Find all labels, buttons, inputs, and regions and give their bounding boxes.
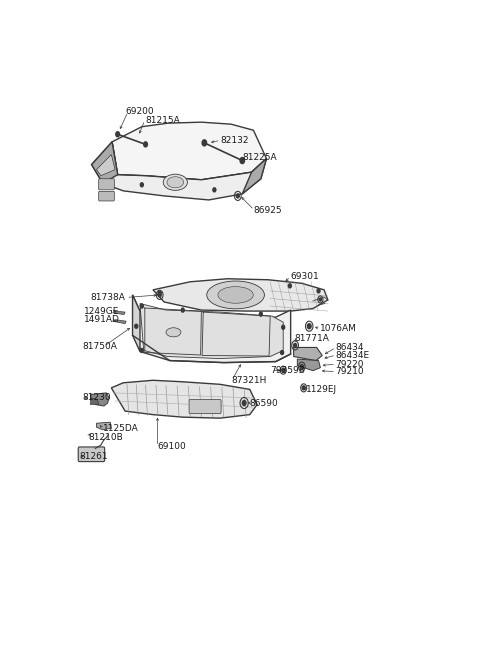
Text: 69301: 69301	[290, 272, 319, 281]
Circle shape	[135, 324, 138, 328]
Circle shape	[259, 312, 263, 316]
FancyBboxPatch shape	[99, 178, 114, 190]
Circle shape	[181, 308, 184, 312]
Circle shape	[282, 325, 285, 329]
Text: 87321H: 87321H	[231, 376, 266, 385]
Circle shape	[300, 365, 303, 369]
Polygon shape	[92, 142, 266, 200]
Circle shape	[288, 284, 291, 288]
Text: 1125DA: 1125DA	[103, 424, 139, 433]
Text: 81225A: 81225A	[242, 152, 277, 161]
Text: 86434E: 86434E	[335, 350, 370, 359]
Circle shape	[317, 289, 320, 293]
Text: 86590: 86590	[250, 398, 278, 407]
Text: 79220: 79220	[335, 359, 364, 369]
FancyBboxPatch shape	[189, 400, 221, 414]
Text: 86434: 86434	[335, 343, 364, 352]
Circle shape	[281, 350, 284, 354]
Circle shape	[319, 298, 322, 301]
Polygon shape	[115, 311, 125, 315]
Polygon shape	[91, 398, 99, 405]
Circle shape	[140, 304, 144, 308]
Ellipse shape	[167, 176, 184, 188]
Polygon shape	[96, 422, 111, 430]
Polygon shape	[140, 304, 283, 359]
Circle shape	[302, 386, 305, 390]
Circle shape	[213, 188, 216, 192]
Text: 79359B: 79359B	[270, 366, 305, 375]
Text: 81771A: 81771A	[294, 335, 329, 343]
Circle shape	[202, 140, 206, 146]
Circle shape	[240, 157, 244, 163]
Circle shape	[294, 343, 297, 348]
Polygon shape	[111, 380, 257, 418]
Ellipse shape	[218, 287, 253, 303]
Polygon shape	[112, 122, 266, 180]
Ellipse shape	[207, 281, 264, 309]
Text: 81210B: 81210B	[88, 433, 123, 442]
Text: 81738A: 81738A	[90, 293, 125, 302]
Text: 81230: 81230	[83, 394, 111, 402]
Polygon shape	[132, 295, 290, 363]
Polygon shape	[242, 159, 266, 194]
Circle shape	[236, 194, 240, 198]
Circle shape	[242, 400, 246, 405]
Text: 69200: 69200	[125, 107, 154, 116]
Circle shape	[116, 132, 120, 137]
Circle shape	[282, 368, 285, 372]
Ellipse shape	[166, 328, 181, 337]
Circle shape	[158, 293, 161, 297]
Text: 81261: 81261	[79, 452, 108, 461]
Text: 1076AM: 1076AM	[321, 324, 357, 333]
Text: 86925: 86925	[253, 205, 282, 215]
Polygon shape	[153, 279, 328, 311]
Text: 1129EJ: 1129EJ	[305, 385, 336, 394]
FancyBboxPatch shape	[99, 192, 114, 201]
Ellipse shape	[163, 174, 187, 190]
Circle shape	[158, 291, 161, 295]
Text: 81215A: 81215A	[145, 115, 180, 125]
Text: 82132: 82132	[220, 136, 249, 145]
Text: 81750A: 81750A	[83, 342, 117, 351]
Text: 69100: 69100	[157, 442, 186, 451]
Text: 1491AD: 1491AD	[84, 315, 120, 324]
Circle shape	[140, 348, 144, 352]
Polygon shape	[92, 142, 118, 183]
Circle shape	[140, 183, 144, 187]
Polygon shape	[96, 155, 115, 176]
Polygon shape	[297, 359, 321, 371]
Text: 79210: 79210	[335, 367, 364, 376]
Polygon shape	[115, 319, 126, 323]
FancyBboxPatch shape	[78, 447, 105, 462]
Polygon shape	[91, 393, 109, 406]
Text: 1249GE: 1249GE	[84, 306, 120, 316]
Circle shape	[307, 323, 311, 329]
Polygon shape	[294, 348, 322, 361]
Polygon shape	[132, 295, 140, 352]
Circle shape	[144, 142, 147, 147]
